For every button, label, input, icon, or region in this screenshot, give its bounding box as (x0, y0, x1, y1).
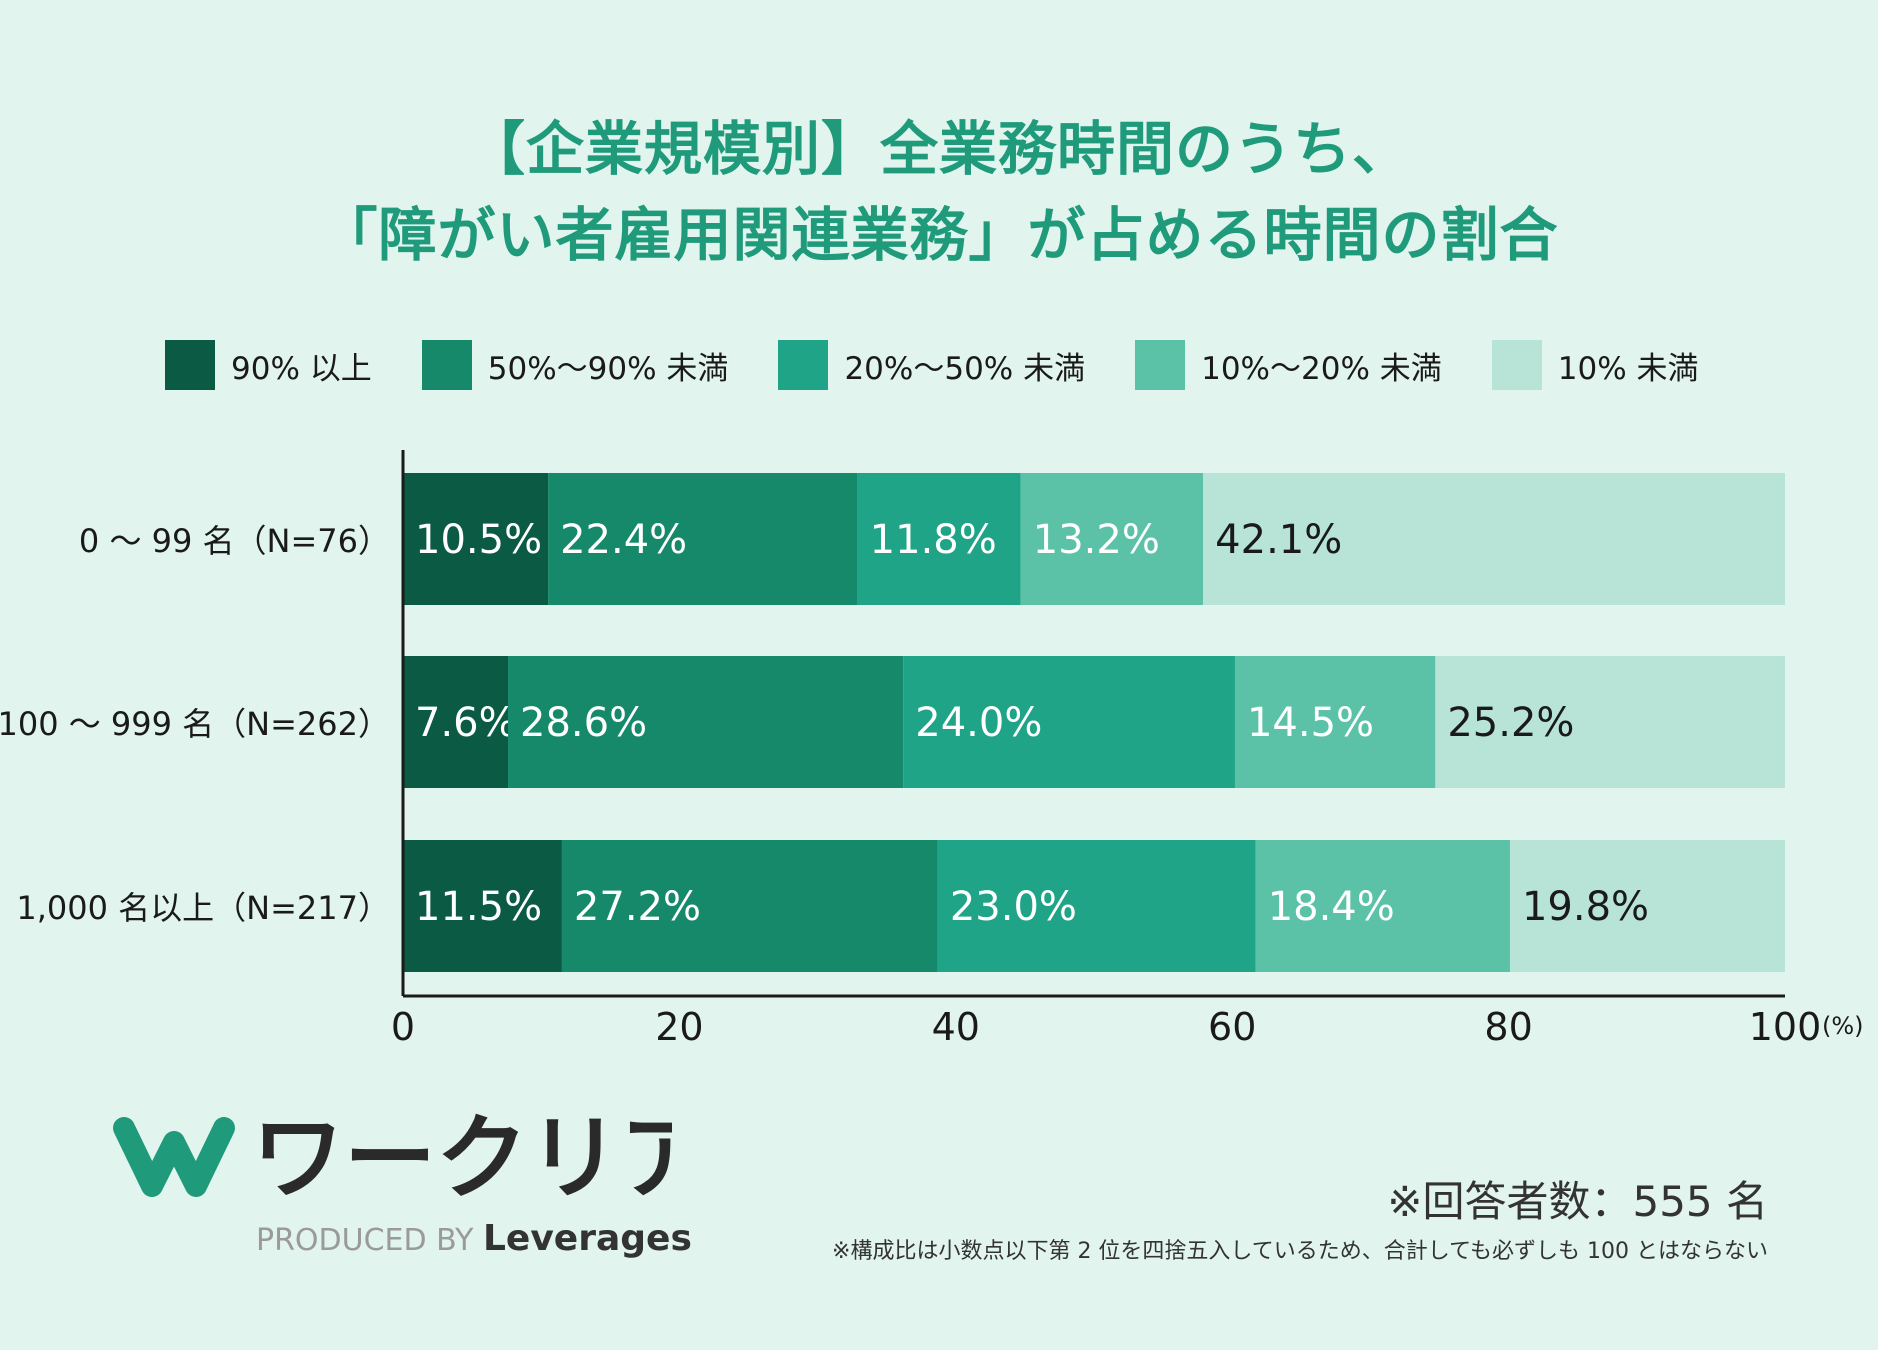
legend-swatch (165, 340, 215, 390)
legend-label: 10%〜20% 未満 (1201, 350, 1442, 387)
bar-segment (937, 840, 1256, 972)
data-label: 25.2% (1447, 700, 1574, 746)
x-tick-label: 0 (391, 1005, 415, 1049)
bar-segment (1435, 656, 1785, 788)
bar-segment (403, 840, 562, 972)
produced-by: PRODUCED BY Leverages (256, 1218, 692, 1259)
legend-item: 20%〜50% 未満 (778, 340, 1085, 390)
legend-swatch (1135, 340, 1186, 390)
data-label: 19.8% (1522, 884, 1649, 930)
data-label: 7.6% (415, 700, 517, 746)
x-tick-label: 60 (1208, 1005, 1256, 1049)
chart-title-line-2: 「障がい者雇用関連業務」が占める時間の割合 (319, 201, 1559, 269)
x-tick-label: 40 (932, 1005, 980, 1049)
legend-swatch (1491, 340, 1542, 390)
legend-label: 90% 以上 (231, 350, 372, 387)
data-label: 22.4% (560, 517, 687, 563)
bar-segment (1234, 656, 1436, 788)
data-label: 23.0% (950, 884, 1077, 930)
legend-item: 10%〜20% 未満 (1135, 340, 1442, 390)
category-label: 0 〜 99 名（N=76） (79, 522, 390, 560)
x-tick-label: 20 (655, 1005, 703, 1049)
data-label: 11.5% (415, 884, 542, 930)
x-tick-label: 80 (1484, 1005, 1532, 1049)
x-axis-unit: (%) (1822, 1012, 1864, 1040)
rounding-footnote: ※構成比は小数点以下第 2 位を四捨五入しているため、合計しても必ずしも 100… (832, 1239, 1768, 1264)
company-name: Leverages (482, 1218, 692, 1259)
data-label: 24.0% (915, 700, 1042, 746)
legend-item: 50%〜90% 未満 (421, 340, 729, 390)
bar-segment (403, 656, 509, 788)
bar-segment (1020, 473, 1204, 605)
bar-segment (403, 473, 549, 605)
data-label: 14.5% (1247, 700, 1374, 746)
legend-label: 20%〜50% 未満 (844, 350, 1086, 387)
brand-name: ワークリア (252, 1106, 672, 1206)
data-label: 18.4% (1268, 884, 1395, 930)
data-label: 10.5% (415, 517, 542, 563)
x-tick-label: 100 (1749, 1005, 1822, 1049)
legend-label: 10% 未満 (1557, 350, 1699, 387)
bar-segment (508, 656, 904, 788)
respondent-count: ※回答者数：555 名 (1387, 1177, 1768, 1226)
bar-segment (548, 473, 858, 605)
chart-title-line-1: 【企業規模別】全業務時間のうち、 (466, 115, 1411, 183)
bar-segment (1255, 840, 1510, 972)
bar-segment (857, 473, 1021, 605)
workclear-logo: ワークリア (113, 1106, 672, 1206)
legend-item: 90% 以上 (165, 340, 372, 390)
legend-item: 10% 未満 (1491, 340, 1699, 390)
bar-segment (903, 656, 1235, 788)
data-label: 28.6% (520, 700, 647, 746)
legend-swatch (778, 340, 829, 390)
bar-segment (1203, 473, 1785, 605)
data-label: 13.2% (1033, 517, 1160, 563)
data-label: 11.8% (870, 517, 997, 563)
bar-segment (1509, 840, 1785, 972)
category-label: 100 〜 999 名（N=262） (0, 705, 390, 743)
data-label: 42.1% (1215, 517, 1342, 563)
legend-label: 50%〜90% 未満 (487, 350, 729, 387)
legend-swatch (421, 340, 472, 390)
stacked-bar-chart: 0 〜 99 名（N=76） 10.5% 22.4% 11.8% 13.2% 42.1% 1… (0, 450, 1864, 1049)
chart-legend: 90% 以上 50%〜90% 未満 20%〜50% 未満 10%〜20% 未満 10% … (165, 340, 1699, 390)
bar-segment (561, 840, 938, 972)
produced-by-label: PRODUCED BY (256, 1223, 474, 1258)
data-label: 27.2% (574, 884, 701, 930)
category-label: 1,000 名以上（N=217） (16, 889, 390, 927)
